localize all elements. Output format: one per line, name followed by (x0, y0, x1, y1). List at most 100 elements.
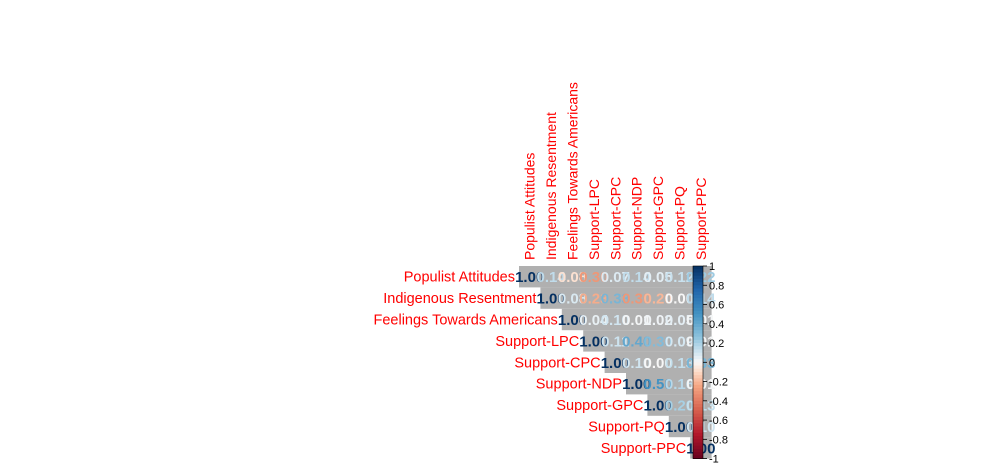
colorbar-segment (693, 310, 703, 315)
correlation-value: 0.30 (622, 291, 651, 308)
colorbar-segment (693, 326, 703, 331)
colorbar-segment (693, 391, 703, 395)
correlation-value: 0.12 (665, 269, 694, 286)
colorbar-segment (693, 410, 703, 415)
colorbar-segment (693, 378, 703, 382)
correlation-value: 0.10 (601, 312, 630, 329)
colorbar-segment (693, 397, 703, 402)
correlation-value: 0.00 (643, 355, 672, 372)
colorbar-segment (693, 278, 703, 283)
colorbar-segment (693, 333, 703, 338)
correlation-value: 0.08 (558, 291, 587, 308)
colorbar-segment (693, 320, 703, 325)
correlation-value: 0.23 (579, 291, 608, 308)
colorbar-segment (693, 359, 703, 363)
column-label: Support-CPC (607, 177, 623, 260)
colorbar: 1 0.8 0.6 0.4 0.2 0 -0.2 -0.4 -0.6 -0.8 -1 (692, 261, 728, 466)
correlation-value: 0.13 (665, 355, 694, 372)
correlation-value: 0.30 (643, 333, 672, 350)
colorbar-segment (693, 368, 703, 373)
correlation-value: 0.10 (622, 355, 651, 372)
colorbar-tick-label: -0.6 (709, 415, 728, 427)
colorbar-segment (693, 439, 703, 443)
correlation-value: 0.20 (665, 398, 694, 415)
matrix-row-background (540, 287, 712, 309)
colorbar-segment (693, 436, 703, 440)
colorbar-tick-label: 1 (709, 261, 715, 273)
correlation-value: 0.20 (643, 291, 672, 308)
colorbar-segment (693, 330, 703, 334)
correlation-value: 1.00 (601, 355, 630, 372)
row-label: Support-CPC (514, 355, 600, 371)
correlation-value: 0.30 (579, 269, 608, 286)
correlation-value: 0.01 (622, 312, 651, 329)
correlation-value: 0.33 (601, 291, 630, 308)
colorbar-segment (693, 445, 703, 450)
colorbar-segment (693, 317, 703, 321)
correlation-value: 0.50 (643, 376, 672, 393)
correlation-value: 0.05 (665, 312, 694, 329)
colorbar-segment (693, 275, 703, 280)
colorbar-segment (693, 298, 703, 302)
colorbar-segment (693, 387, 703, 392)
colorbar-segment (693, 365, 703, 370)
column-label: Support-NDP (629, 177, 645, 260)
colorbar-segment (693, 432, 703, 437)
colorbar-segment (693, 339, 703, 344)
matrix-cells: 1.000.140.080.300.070.140.050.120.221.00… (515, 269, 716, 457)
colorbar-segment (693, 352, 703, 357)
row-label: Populist Attitudes (404, 270, 515, 286)
matrix-row-background (583, 330, 712, 352)
correlation-value: 1.00 (643, 398, 672, 415)
colorbar-segment (693, 346, 703, 350)
colorbar-segment (693, 423, 703, 427)
column-label: Support-PQ (672, 186, 688, 260)
colorbar-segment (693, 384, 703, 389)
colorbar-segment (693, 426, 703, 431)
correlation-value: 1.00 (665, 419, 694, 436)
column-labels: Populist Attitudes Indigenous Resentment F… (522, 82, 709, 260)
colorbar-segment (693, 448, 703, 453)
column-label: Feelings Towards Americans (565, 82, 581, 260)
colorbar-segment (693, 442, 703, 447)
row-label: Support-PQ (588, 420, 665, 436)
correlation-value: 0.14 (622, 269, 652, 286)
correlation-value: 0.04 (579, 312, 609, 329)
colorbar-segment (693, 407, 703, 411)
row-label: Support-GPC (556, 398, 643, 414)
row-label: Feelings Towards Americans (374, 313, 558, 329)
colorbar-segment (693, 429, 703, 434)
correlation-value: 0.00 (665, 291, 694, 308)
colorbar-segment (693, 304, 703, 309)
row-label: Support-LPC (495, 334, 579, 350)
colorbar-segment (693, 307, 703, 312)
column-label: Support-PPC (693, 178, 709, 260)
matrix-row-background (626, 373, 712, 395)
colorbar-segment (693, 323, 703, 328)
colorbar-segment (693, 371, 703, 376)
matrix-row-background (604, 351, 712, 373)
correlation-value: 1.00 (622, 376, 651, 393)
correlation-value: 0.02 (643, 312, 672, 329)
colorbar-segment (693, 413, 703, 418)
colorbar-tick-label: -0.4 (709, 396, 728, 408)
colorbar-tick-label: 0.6 (709, 300, 724, 312)
column-label: Support-LPC (586, 179, 602, 260)
colorbar-segment (693, 455, 703, 459)
correlation-value: 1.00 (536, 291, 565, 308)
colorbar-tick-label: -1 (709, 454, 719, 466)
colorbar-segment (693, 343, 703, 347)
matrix-row-background (519, 266, 712, 288)
correlation-value: 0.08 (558, 269, 587, 286)
colorbar-segment (693, 314, 703, 318)
column-label: Populist Attitudes (522, 153, 538, 260)
colorbar-segment (693, 269, 703, 273)
colorbar-tick-label: -0.8 (709, 434, 728, 446)
colorbar-tick-label: 0.4 (709, 319, 724, 331)
colorbar-segment (693, 420, 703, 424)
colorbar-segment (693, 400, 703, 405)
colorbar-segment (693, 294, 703, 299)
colorbar-segment (693, 336, 703, 341)
colorbar-segment (693, 375, 703, 379)
